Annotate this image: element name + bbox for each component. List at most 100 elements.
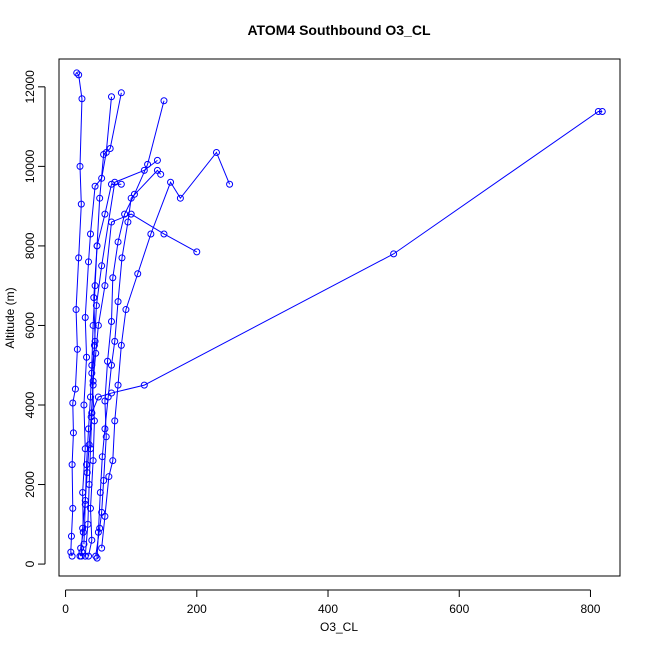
- data-point: [75, 254, 83, 262]
- data-point: [81, 445, 89, 453]
- x-axis: 0 200 400 600 800: [62, 589, 601, 616]
- data-point: [67, 548, 75, 556]
- data-point: [114, 298, 122, 306]
- data-point: [86, 504, 94, 512]
- data-point: [96, 488, 104, 496]
- data-point: [78, 95, 86, 103]
- y-tick-label: 4000: [23, 391, 37, 418]
- data-point: [157, 170, 165, 178]
- series-4: [92, 97, 168, 560]
- y-tick-label: 12000: [23, 70, 37, 104]
- data-point: [68, 552, 76, 560]
- data-point: [68, 461, 76, 469]
- series-8: [88, 107, 606, 417]
- data-point: [83, 469, 91, 477]
- x-tick-label: 200: [187, 602, 207, 616]
- data-point: [79, 528, 87, 536]
- data-point: [107, 317, 115, 325]
- x-tick-label: 0: [62, 602, 69, 616]
- series-9: [77, 156, 161, 560]
- data-point: [86, 393, 94, 401]
- data-point: [69, 399, 77, 407]
- data-point: [127, 194, 135, 202]
- series-line: [80, 160, 158, 557]
- data-point: [88, 536, 96, 544]
- data-point: [77, 200, 85, 208]
- series-line: [70, 72, 83, 557]
- y-axis: 0 2000 4000 6000 8000 10000 12000: [23, 70, 46, 567]
- data-point: [114, 381, 122, 389]
- data-point: [83, 353, 91, 361]
- data-point: [87, 413, 95, 421]
- data-point: [98, 544, 106, 552]
- data-point: [106, 144, 114, 152]
- data-point: [100, 150, 108, 158]
- data-point: [117, 180, 125, 188]
- data-point: [117, 341, 125, 349]
- data-point: [193, 248, 201, 256]
- data-point: [75, 71, 83, 79]
- data-point: [109, 457, 117, 465]
- data-point: [105, 473, 113, 481]
- series-line: [91, 111, 603, 414]
- data-point: [107, 361, 115, 369]
- x-tick-label: 400: [318, 602, 338, 616]
- data-point: [111, 178, 119, 186]
- plot-frame: [58, 58, 621, 577]
- data-point: [98, 262, 106, 270]
- data-point: [77, 552, 85, 560]
- data-point: [104, 357, 112, 365]
- series-1: [67, 69, 86, 560]
- data-point: [69, 504, 77, 512]
- data-point: [111, 417, 119, 425]
- series-line: [84, 213, 198, 557]
- data-point: [81, 552, 89, 560]
- data-point: [83, 461, 91, 469]
- data-point: [111, 337, 119, 345]
- data-point: [104, 393, 112, 401]
- series-line: [83, 183, 122, 545]
- data-point: [94, 393, 102, 401]
- data-point: [212, 148, 220, 156]
- data-point: [86, 230, 94, 238]
- data-point: [81, 314, 89, 321]
- y-tick-label: 10000: [23, 149, 37, 183]
- y-tick-label: 8000: [23, 232, 37, 259]
- data-point: [93, 242, 101, 250]
- data-point: [118, 254, 126, 262]
- data-point: [598, 107, 606, 115]
- data-point: [85, 425, 93, 433]
- data-point: [226, 180, 234, 188]
- data-point: [90, 341, 98, 349]
- data-point: [122, 306, 130, 314]
- data-point: [80, 540, 88, 548]
- data-point: [88, 361, 96, 369]
- data-point: [109, 274, 117, 282]
- data-point: [101, 512, 109, 520]
- data-point: [176, 194, 184, 202]
- x-tick-label: 600: [449, 602, 469, 616]
- data-point: [114, 238, 122, 246]
- data-point: [73, 345, 81, 353]
- data-point: [85, 258, 93, 266]
- data-point: [79, 524, 87, 532]
- data-point: [107, 93, 115, 101]
- data-point: [71, 385, 79, 393]
- data-point: [96, 524, 104, 532]
- data-point: [127, 210, 135, 218]
- data-point: [96, 194, 104, 202]
- data-point: [92, 349, 100, 357]
- data-point: [72, 306, 80, 314]
- data-point: [134, 270, 142, 278]
- data-point: [89, 321, 97, 329]
- series-line: [95, 100, 165, 557]
- data-point: [124, 218, 132, 226]
- series-line: [96, 169, 162, 559]
- data-point: [90, 294, 98, 302]
- data-point: [153, 156, 161, 164]
- data-point: [160, 97, 168, 105]
- data-point: [140, 166, 148, 174]
- y-tick-label: 6000: [23, 312, 37, 339]
- x-tick-label: 800: [580, 602, 600, 616]
